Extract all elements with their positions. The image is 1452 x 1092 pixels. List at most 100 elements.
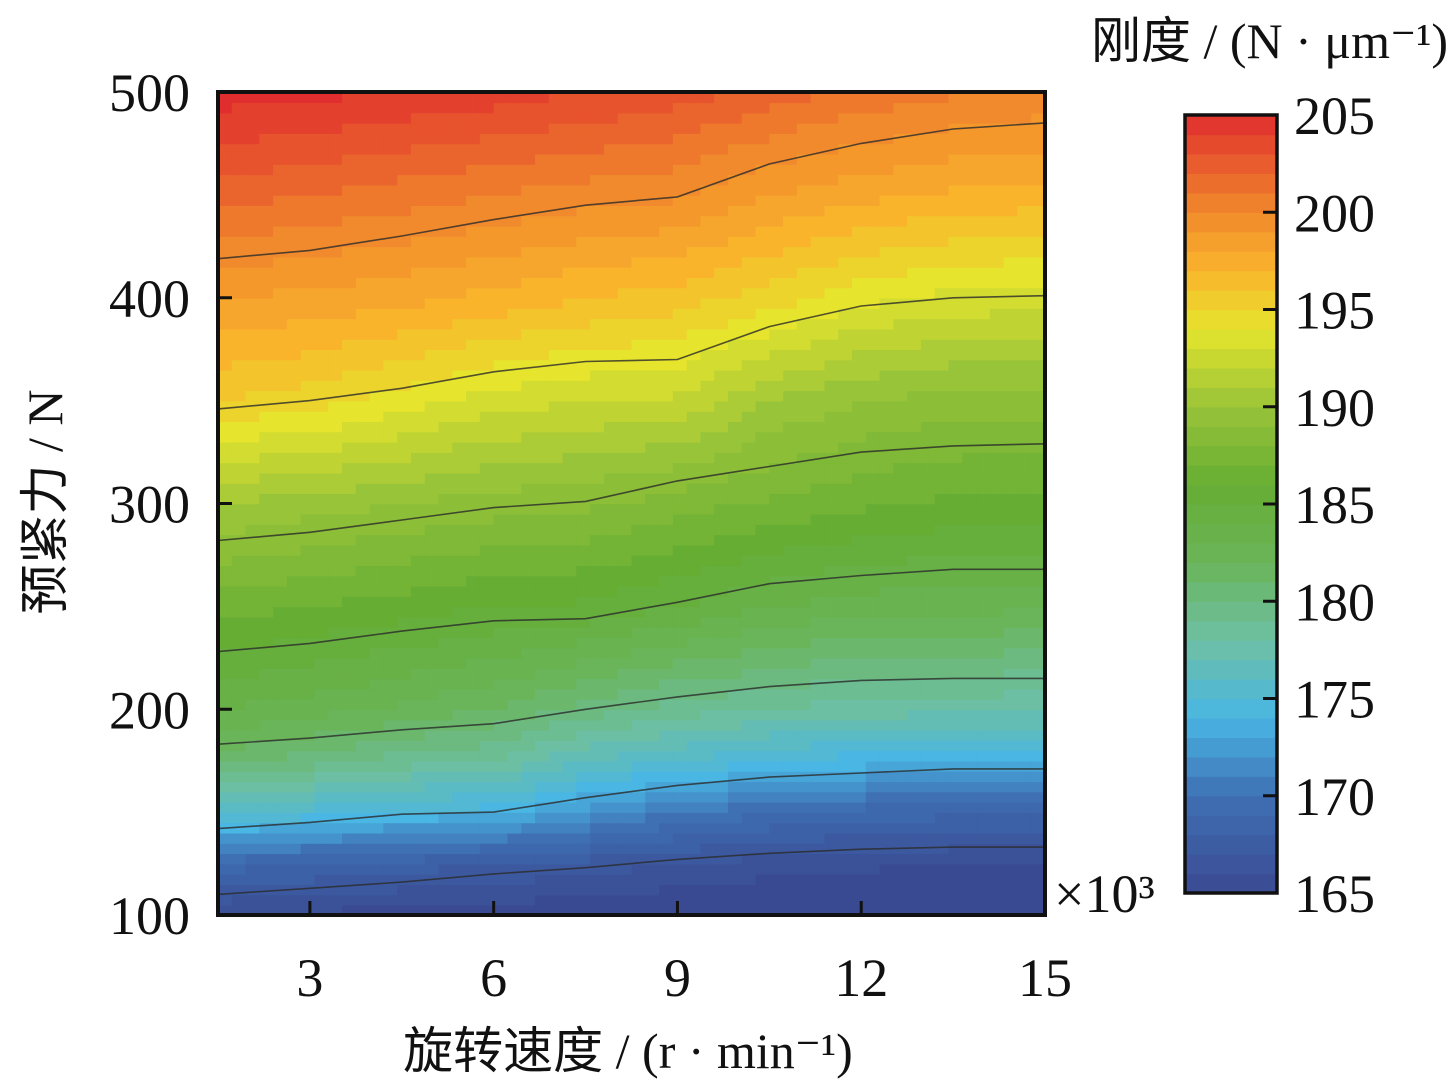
contour-cell (1031, 256, 1045, 268)
contour-cell (659, 524, 674, 536)
contour-cell (700, 184, 715, 196)
contour-cell (810, 513, 826, 525)
contour-cell (714, 585, 729, 597)
contour-cell (741, 616, 757, 628)
contour-cell (865, 812, 881, 824)
contour-cell (1031, 678, 1045, 690)
contour-cell (300, 225, 316, 237)
contour-cell (810, 781, 826, 793)
contour-cell (907, 92, 922, 104)
contour-cell (893, 380, 908, 392)
contour-cell (879, 328, 895, 340)
contour-cell (838, 585, 853, 597)
contour-cell (700, 524, 715, 536)
contour-cell (824, 894, 840, 906)
contour-cell (397, 596, 412, 608)
contour-cell (617, 596, 633, 608)
contour-cell (562, 421, 578, 433)
contour-cell (342, 750, 357, 762)
contour-cell (397, 318, 412, 330)
contour-cell (245, 472, 261, 484)
contour-cell (755, 359, 771, 371)
contour-cell (369, 431, 385, 443)
contour-cell (783, 534, 798, 546)
contour-cell (493, 328, 509, 340)
contour-cell (424, 801, 440, 813)
contour-cell (452, 287, 467, 299)
contour-cell (424, 400, 440, 412)
contour-cell (1003, 698, 1019, 711)
contour-cell (879, 853, 895, 865)
contour-cell (976, 863, 991, 875)
contour-cell (920, 657, 936, 669)
contour-cell (493, 565, 509, 577)
contour-cell (755, 801, 771, 813)
contour-cell (645, 277, 660, 289)
contour-cell (686, 452, 702, 464)
contour-cell (934, 215, 950, 227)
contour-cell (727, 637, 743, 649)
contour-cell (617, 709, 633, 721)
contour-cell (617, 92, 633, 104)
contour-cell (893, 770, 908, 783)
contour-cell (672, 554, 688, 567)
contour-cell (714, 812, 729, 824)
contour-cell (1003, 215, 1019, 227)
contour-cell (535, 164, 550, 176)
contour-cell (548, 904, 564, 915)
contour-cell (273, 297, 288, 309)
contour-cell (755, 873, 771, 885)
contour-cell (617, 822, 633, 834)
contour-cell (727, 740, 743, 752)
contour-cell (314, 122, 330, 134)
contour-cell (976, 503, 991, 515)
contour-cell (218, 256, 233, 268)
contour-cell (755, 328, 771, 340)
contour-cell (700, 452, 715, 464)
contour-cell (989, 246, 1005, 258)
contour-cell (948, 544, 964, 556)
contour-cell (976, 719, 991, 731)
contour-cell (273, 287, 288, 299)
contour-cell (824, 585, 840, 597)
contour-cell (342, 349, 357, 361)
contour-cell (369, 246, 385, 258)
contour-cell (672, 246, 688, 258)
contour-cell (493, 637, 509, 649)
contour-cell (810, 328, 826, 340)
contour-cell (796, 606, 812, 618)
contour-cell (259, 462, 274, 474)
contour-cell (783, 297, 798, 309)
contour-cell (314, 894, 330, 906)
contour-cell (562, 657, 578, 669)
contour-cell (893, 421, 908, 433)
contour-cell (576, 503, 591, 515)
contour-cell (259, 153, 274, 165)
contour-cell (934, 287, 950, 299)
contour-cell (714, 750, 729, 762)
contour-cell (893, 832, 908, 844)
contour-cell (466, 626, 481, 639)
contour-cell (231, 349, 247, 361)
contour-cell (824, 472, 840, 484)
contour-cell (286, 822, 302, 834)
contour-cell (810, 575, 826, 587)
contour-cell (1003, 565, 1019, 577)
contour-cell (631, 513, 647, 525)
contour-cell (562, 277, 578, 289)
contour-cell (1017, 657, 1033, 669)
contour-cell (989, 266, 1005, 278)
contour-cell (300, 616, 316, 628)
contour-cell (507, 863, 523, 875)
contour-cell (479, 740, 495, 752)
contour-cell (810, 462, 826, 474)
contour-cell (1031, 328, 1045, 340)
contour-cell (493, 122, 509, 134)
contour-cell (218, 482, 233, 495)
contour-cell (810, 760, 826, 772)
contour-cell (397, 246, 412, 258)
contour-cell (1017, 626, 1033, 639)
contour-cell (741, 215, 757, 227)
contour-cell (231, 770, 247, 783)
contour-cell (369, 770, 385, 783)
